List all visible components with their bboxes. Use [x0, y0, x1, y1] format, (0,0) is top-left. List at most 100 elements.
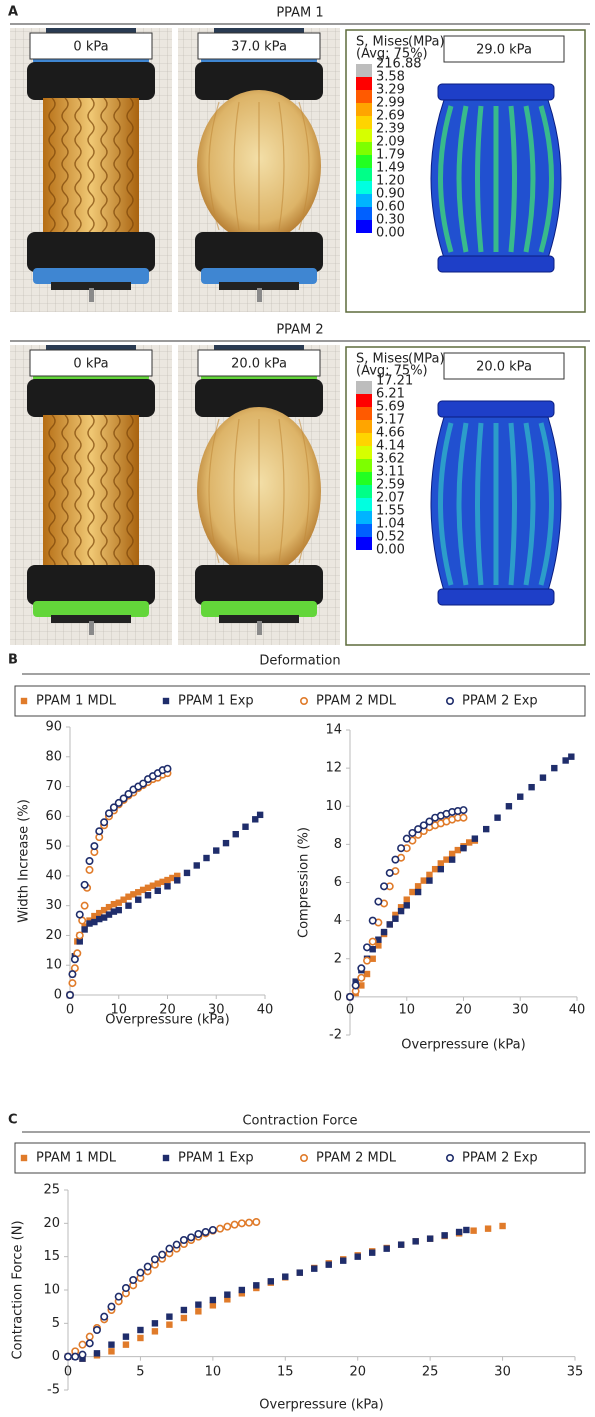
legend-marker: [299, 696, 308, 705]
legend-label: PPAM 2 Exp: [462, 1151, 538, 1166]
point: [122, 1341, 130, 1348]
actuator-fold: [113, 97, 121, 243]
colorbar-band: [356, 103, 372, 116]
point: [414, 825, 423, 834]
point: [135, 896, 142, 903]
actuator-nut: [219, 282, 299, 290]
colorbar-label: 216.88: [376, 57, 422, 72]
point: [75, 910, 84, 919]
actuator-fold: [298, 101, 310, 231]
legend-label: PPAM 1 MDL: [36, 1151, 117, 1166]
point: [357, 964, 366, 973]
colorbar-label: 2.07: [376, 491, 405, 506]
point: [68, 970, 77, 979]
point: [130, 891, 137, 898]
fe-label: 29.0 kPa: [476, 43, 532, 58]
y-tick-label: 30: [45, 898, 62, 913]
point: [419, 821, 428, 830]
x-tick-label: 40: [569, 1003, 586, 1018]
point: [392, 911, 399, 919]
point: [163, 764, 172, 773]
actuator-fold: [208, 418, 220, 564]
y-tick-label: 90: [45, 720, 62, 735]
point: [568, 753, 575, 760]
point: [78, 1340, 87, 1349]
actuator-bolt: [89, 288, 94, 302]
actuator-fold: [100, 97, 108, 243]
point: [203, 854, 210, 862]
actuator-cap: [27, 62, 155, 100]
point: [187, 1233, 196, 1242]
point: [85, 856, 94, 865]
actuator-fold: [278, 418, 285, 564]
fe-label-box: [443, 35, 565, 63]
y-tick-label: 0: [52, 1349, 60, 1364]
point: [325, 1261, 332, 1268]
colorbar-band: [356, 407, 372, 420]
colorbar-band: [356, 459, 372, 472]
point: [252, 1218, 261, 1227]
point: [252, 816, 259, 823]
point: [414, 888, 422, 896]
actuator-fold: [278, 101, 285, 231]
colorbar-label: 0.60: [376, 200, 405, 215]
point: [463, 1226, 470, 1234]
x-tick-label: 10: [110, 1003, 127, 1018]
y-tick-label: 15: [43, 1249, 60, 1264]
x-tick-label: 5: [136, 1365, 144, 1380]
colorbar-band: [356, 77, 372, 90]
fe-stripe: [523, 422, 536, 586]
point: [96, 915, 103, 923]
colorbar-band: [356, 524, 372, 537]
colorbar-label: 3.62: [376, 452, 405, 467]
x-tick-label: 30: [512, 1003, 529, 1018]
point: [517, 793, 524, 800]
point: [505, 803, 513, 810]
x-tick-label: 20: [455, 1003, 472, 1018]
colorbar-band: [356, 168, 372, 181]
point: [114, 798, 123, 807]
y-tick-label: 20: [43, 1216, 60, 1231]
point: [426, 1235, 434, 1242]
point: [437, 865, 444, 873]
fe-cap: [437, 588, 555, 606]
actuator-ring: [201, 601, 317, 617]
actuator-body: [43, 98, 139, 234]
point: [363, 970, 371, 978]
y-axis-label: Width Increase (%): [17, 799, 32, 923]
point: [455, 1228, 463, 1236]
point: [223, 1222, 232, 1231]
colorbar-band: [356, 116, 372, 129]
colorbar-band: [356, 446, 372, 459]
fe-stripe: [508, 105, 517, 253]
point: [340, 1257, 347, 1264]
photo-label-box: [197, 349, 321, 377]
x-tick-label: 15: [277, 1365, 294, 1380]
actuator-nut: [51, 282, 131, 290]
legend-marker: [20, 697, 28, 705]
point: [397, 1241, 405, 1248]
colorbar-band: [356, 207, 372, 220]
y-tick-label: 6: [334, 875, 342, 890]
colorbar-band: [356, 381, 372, 394]
actuator-fold: [87, 414, 95, 584]
photo-label-box: [197, 32, 321, 60]
point: [169, 874, 176, 882]
colorbar-label: 0.00: [376, 543, 405, 558]
x-tick-label: 10: [398, 1003, 415, 1018]
point: [78, 1350, 87, 1359]
colorbar-band: [356, 129, 372, 142]
point: [180, 1314, 188, 1322]
point: [296, 1269, 303, 1276]
point: [409, 888, 416, 896]
actuator-ring: [201, 268, 317, 284]
photo-label: 37.0 kPa: [231, 40, 287, 55]
point: [412, 1238, 419, 1245]
point: [105, 911, 113, 918]
actuator-fold: [74, 97, 82, 243]
y-tick-label: 4: [334, 913, 342, 928]
x-tick-label: 30: [208, 1003, 225, 1018]
point: [385, 868, 394, 877]
